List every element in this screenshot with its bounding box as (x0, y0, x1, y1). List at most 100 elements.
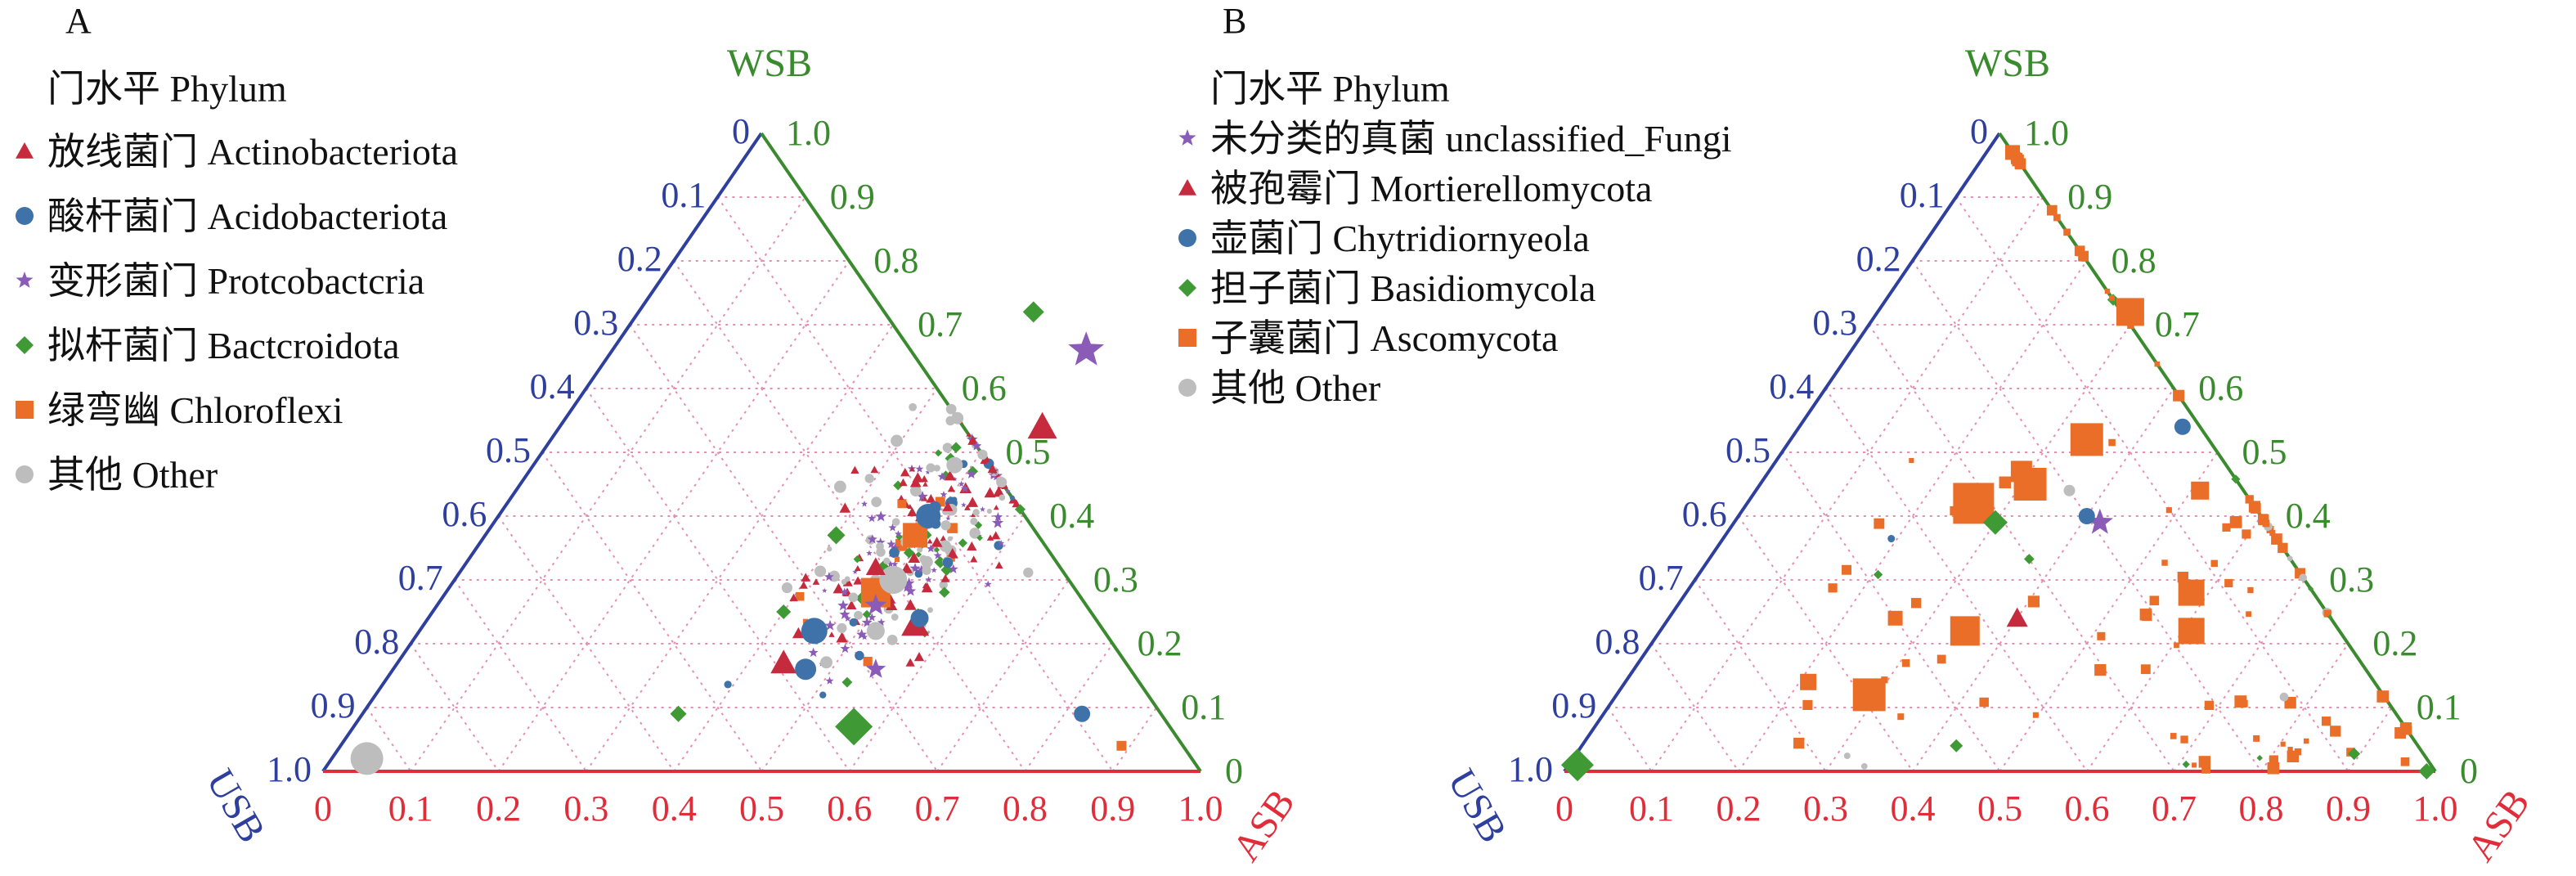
legend-item: 未分类的真菌 unclassified_Fungi (1178, 118, 1732, 159)
scatter-point (903, 547, 915, 559)
scatter-point (2247, 586, 2254, 594)
asb-tick-label: 1.0 (1178, 788, 1223, 829)
gridline (2347, 707, 2393, 772)
asb-tick-label: 0 (1555, 788, 1573, 829)
scatter-point (795, 591, 805, 601)
scatter-point (921, 582, 933, 593)
scatter-point (1012, 499, 1021, 508)
data-point (2086, 508, 2113, 534)
legend-label: 放线菌门 Actinobacteriota (47, 131, 458, 173)
gridline (1111, 707, 1158, 772)
legend-label: 酸杆菌门 Acidobacteriota (47, 195, 447, 237)
scatter-point (907, 504, 913, 510)
wsb-tick-label: 0.4 (2286, 496, 2331, 536)
scatter-point (969, 528, 981, 539)
data-point (910, 609, 929, 627)
scatter-point (1860, 762, 1868, 770)
scatter-point (958, 538, 967, 548)
scatter-point (839, 502, 851, 513)
legend-label: 被孢霉门 Mortierellomycota (1210, 168, 1652, 209)
scatter-point (972, 441, 982, 451)
scatter-point (999, 494, 1006, 501)
asb-tick-label: 1.0 (2413, 788, 2458, 829)
scatter-point (724, 681, 732, 689)
scatter-background (1793, 151, 2412, 775)
scatter-point (909, 563, 921, 573)
scatter-point (909, 402, 918, 411)
wsb-tick-label: 1.0 (2024, 113, 2069, 153)
asb-tick-label: 0.1 (388, 788, 433, 829)
scatter-point (864, 474, 874, 483)
scatter-point (920, 475, 928, 483)
scatter-point (976, 534, 983, 541)
scatter-point (891, 560, 899, 568)
scatter-point (852, 568, 858, 574)
scatter-point (886, 539, 896, 549)
scatter-point (944, 469, 956, 481)
scatter-point (886, 560, 895, 568)
asb-tick-label: 0.5 (739, 788, 784, 829)
data-point (865, 557, 886, 575)
scatter-point (1009, 495, 1015, 501)
scatter-point (939, 586, 950, 598)
wsb-axis-name: WSB (1965, 42, 2050, 85)
legend-marker (1178, 279, 1196, 297)
grid (366, 196, 1158, 772)
usb-tick-label: 0.3 (1812, 303, 1857, 343)
scatter-point (2139, 609, 2152, 621)
scatter-point (861, 501, 868, 507)
legend-label: 未分类的真菌 unclassified_Fungi (1210, 118, 1732, 159)
scatter-point (2063, 228, 2071, 236)
data-point (801, 618, 828, 645)
scatter-point (2269, 755, 2278, 765)
gridline (497, 515, 675, 772)
asb-tick-label: 0.2 (476, 788, 521, 829)
scatter-point (2023, 554, 2035, 564)
data-point (1982, 510, 2008, 535)
wsb-tick-label: 0 (1225, 751, 1243, 791)
scatter-point (886, 634, 898, 645)
wsb-tick-label: 0.2 (2372, 623, 2417, 663)
scatter-point (909, 485, 922, 496)
legend-title: 门水平 Phylum (1210, 68, 1450, 110)
scatter-point (984, 580, 992, 588)
scatter-point (967, 541, 977, 551)
data-point (879, 566, 908, 594)
scatter-point (856, 628, 868, 640)
scatter-point (1873, 569, 1883, 580)
scatter-point (2094, 663, 2107, 676)
scatter-point (991, 531, 1001, 540)
scatter-point (1887, 535, 1896, 543)
asb-tick-label: 0.6 (827, 788, 872, 829)
scatter-point (2256, 755, 2263, 761)
data-point (2078, 508, 2095, 524)
legend-marker (1178, 129, 1196, 146)
usb-tick-label: 0.3 (573, 303, 618, 343)
scatter-point (853, 576, 863, 585)
scatter-point (837, 600, 849, 611)
wsb-tick-label: 0.8 (873, 240, 918, 281)
scatter-highlight (350, 301, 1127, 775)
scatter-point (820, 656, 832, 669)
legend-label: 其他 Other (47, 454, 218, 496)
scatter-point (966, 432, 972, 437)
data-point (2191, 481, 2210, 500)
scatter-point (2253, 734, 2260, 742)
asb-tick-label: 0.5 (1977, 788, 2022, 829)
usb-tick-label: 0.7 (1639, 558, 1684, 598)
scatter-point (918, 493, 926, 501)
wsb-tick-label: 0.3 (1093, 559, 1138, 600)
data-point (1950, 739, 1963, 752)
asb-tick-label: 0.7 (915, 788, 960, 829)
scatter-point (1828, 583, 1838, 593)
scatter-point (2242, 529, 2251, 539)
scatter-point (961, 502, 967, 508)
scatter-point (1979, 697, 1989, 708)
scatter-point (2348, 748, 2361, 761)
data-point (1027, 411, 1057, 439)
data-point (1887, 610, 1903, 626)
scatter-point (933, 465, 940, 472)
usb-tick-label: 0.9 (311, 685, 356, 726)
scatter-point (934, 449, 942, 457)
